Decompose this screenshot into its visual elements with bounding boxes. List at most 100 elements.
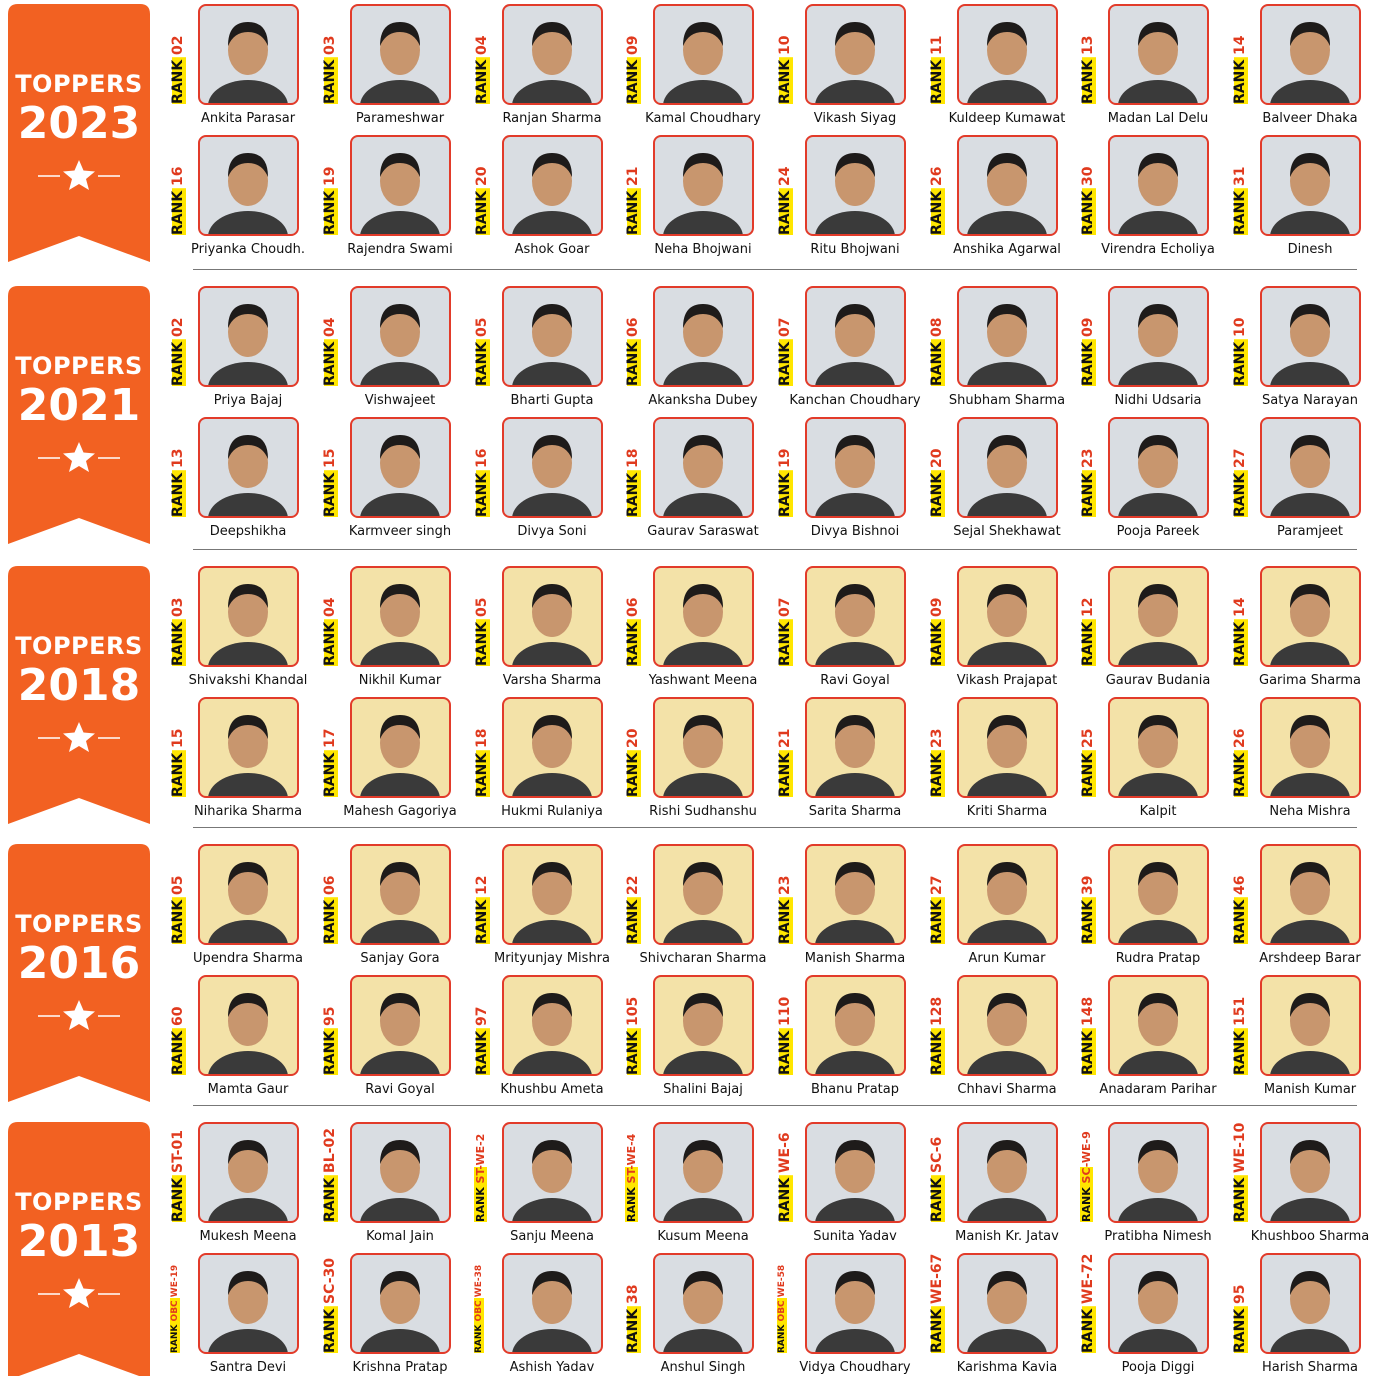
rank-label: RANK 23 [777,866,793,944]
photo [350,975,451,1076]
photo [1260,1122,1361,1223]
rank-label: RANK 148 [1080,997,1096,1075]
photo [805,286,906,387]
rank-word: RANK [625,900,641,944]
avatar [504,6,601,103]
avatar [807,1255,904,1352]
name: Dinesh [1235,242,1385,257]
rank-label: RANK SC-30 [322,1275,338,1353]
rank-label: RANK 21 [625,157,641,235]
photo [1108,1122,1209,1223]
photo [1260,417,1361,518]
rank-label: RANK 18 [625,439,641,517]
rank-number: 151 [1232,997,1248,1026]
photo [957,417,1058,518]
photo [1260,4,1361,105]
rank-number: 03 [170,597,186,616]
photo [653,1253,754,1354]
avatar [1110,699,1207,796]
rank-word: RANK [777,473,793,517]
rank-number: 19 [322,166,338,185]
avatar [504,288,601,385]
avatar [352,137,449,234]
photo [805,417,906,518]
rank-number: 13 [1080,35,1096,54]
avatar [1110,288,1207,385]
rank-word: RANK [777,622,793,666]
photo [350,844,451,945]
rank-label: RANK WE-72 [1080,1275,1096,1353]
avatar [959,288,1056,385]
photo [1260,566,1361,667]
photo [805,975,906,1076]
name: Rudra Pratap [1083,951,1233,966]
rank-number: 20 [929,448,945,467]
rank-number: 10 [777,35,793,54]
rank-number: 105 [625,997,641,1026]
rank-label: RANK 23 [929,719,945,797]
rank-number: 05 [474,317,490,336]
name: Madan Lal Delu [1083,111,1233,126]
photo [502,1122,603,1223]
photo [805,135,906,236]
name: Vidya Choudhary [780,1360,930,1375]
photo [1108,1253,1209,1354]
rank-word: RANK [929,473,945,517]
name: Sejal Shekhawat [932,524,1082,539]
photo [198,566,299,667]
rank-number: OBC WE-58 [777,1265,787,1322]
rank-number: 05 [170,875,186,894]
rank-number: 30 [1080,166,1096,185]
photo [198,286,299,387]
avatar [655,977,752,1074]
rank-number: 03 [322,35,338,54]
rank-label: RANK 110 [777,997,793,1075]
avatar [1110,568,1207,665]
rank-number: 09 [1080,317,1096,336]
avatar [504,846,601,943]
rank-word: RANK [1232,622,1248,666]
name: Arshdeep Barar [1235,951,1385,966]
avatar [352,419,449,516]
rank-number: WE-10 [1232,1123,1248,1173]
rank-number: 46 [1232,875,1248,894]
rank-label: RANK 24 [777,157,793,235]
rank-label: RANK SC-WE-9 [1080,1130,1093,1222]
name: Gaurav Saraswat [628,524,778,539]
rank-label: RANK 128 [929,997,945,1075]
name: Virendra Echoliya [1083,242,1233,257]
rank-label: RANK OBC WE-58 [777,1261,787,1353]
rank-label: RANK 95 [322,997,338,1075]
rank-label: RANK 04 [322,308,338,386]
rank-label: RANK 05 [170,866,186,944]
avatar [1262,6,1359,103]
avatar [1110,137,1207,234]
photo [198,697,299,798]
rank-label: RANK 14 [1232,588,1248,666]
avatar [655,137,752,234]
avatar [200,699,297,796]
avatar [807,846,904,943]
rank-number: 11 [929,35,945,54]
rank-label: RANK 05 [474,588,490,666]
rank-word: RANK [322,622,338,666]
photo [1108,135,1209,236]
name: Ritu Bhojwani [780,242,930,257]
avatar [655,288,752,385]
avatar [1262,419,1359,516]
rank-word: RANK [170,473,186,517]
photo [1108,844,1209,945]
rank-word: RANK [777,191,793,235]
rank-number: OBC WE-19 [170,1265,180,1322]
rank-label: RANK 18 [474,719,490,797]
name: Garima Sharma [1235,673,1385,688]
photo [957,4,1058,105]
rank-label: RANK 06 [625,308,641,386]
rank-label: RANK 95 [1232,1275,1248,1353]
rank-word: RANK [625,1031,641,1075]
rank-label: RANK 26 [929,157,945,235]
rank-number: 21 [625,166,641,185]
rank-word: RANK [474,900,490,944]
avatar [655,1255,752,1352]
rank-label: RANK OBC WE-19 [170,1261,180,1353]
